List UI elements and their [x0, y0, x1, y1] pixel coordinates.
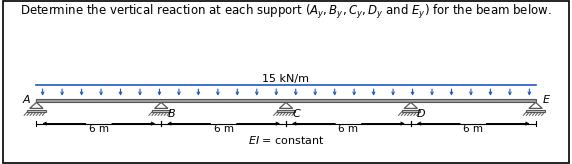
Text: $EI$ = constant: $EI$ = constant	[248, 134, 324, 146]
Text: E: E	[542, 95, 550, 105]
FancyBboxPatch shape	[277, 110, 295, 112]
Text: 6 m: 6 m	[339, 124, 359, 134]
Text: 6 m: 6 m	[89, 124, 109, 134]
Polygon shape	[279, 102, 293, 108]
FancyBboxPatch shape	[526, 110, 545, 112]
FancyBboxPatch shape	[37, 99, 535, 102]
FancyBboxPatch shape	[402, 110, 420, 112]
FancyBboxPatch shape	[152, 110, 170, 112]
Text: C: C	[292, 109, 300, 119]
Text: 6 m: 6 m	[463, 124, 483, 134]
Text: A: A	[22, 95, 30, 105]
Text: D: D	[417, 109, 426, 119]
Polygon shape	[529, 102, 542, 108]
Text: Determine the vertical reaction at each support $(A_y, B_y, C_y, D_y$ and $E_y)$: Determine the vertical reaction at each …	[20, 3, 552, 21]
Polygon shape	[404, 102, 418, 108]
Polygon shape	[154, 102, 168, 108]
Text: 15 kN/m: 15 kN/m	[263, 74, 309, 84]
Text: 6 m: 6 m	[213, 124, 233, 134]
Text: B: B	[168, 109, 176, 119]
FancyBboxPatch shape	[27, 110, 46, 112]
Polygon shape	[30, 102, 43, 108]
